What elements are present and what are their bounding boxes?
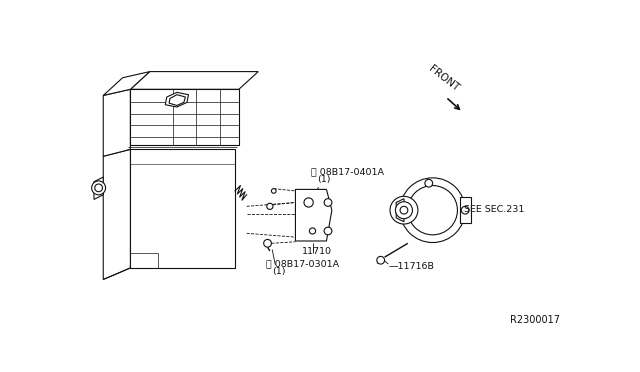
Circle shape [309,228,316,234]
Polygon shape [131,89,239,145]
Circle shape [400,206,408,214]
Text: (1): (1) [317,175,331,184]
Polygon shape [396,199,404,222]
Polygon shape [296,189,332,241]
Text: —11716B: —11716B [388,263,435,272]
Circle shape [267,203,273,209]
Polygon shape [165,92,189,107]
Text: R2300017: R2300017 [510,315,560,326]
Polygon shape [94,177,103,199]
Circle shape [92,181,106,195]
Circle shape [304,198,313,207]
Polygon shape [169,95,186,106]
Polygon shape [103,150,131,279]
Polygon shape [131,150,235,268]
Text: FRONT: FRONT [428,63,461,93]
Circle shape [400,178,465,243]
Polygon shape [103,89,131,156]
Text: (1): (1) [272,267,285,276]
Text: 11710: 11710 [301,247,332,256]
Circle shape [461,206,469,214]
Text: SEE SEC.231: SEE SEC.231 [465,205,525,214]
Polygon shape [460,197,472,223]
Circle shape [396,202,412,219]
Circle shape [324,227,332,235]
Circle shape [271,189,276,193]
Text: Ⓑ 08B17-0401A: Ⓑ 08B17-0401A [311,167,384,176]
Circle shape [264,240,271,247]
Text: Ⓑ 08B17-0301A: Ⓑ 08B17-0301A [266,259,339,269]
Circle shape [377,256,385,264]
Circle shape [390,196,418,224]
Polygon shape [131,71,259,89]
Circle shape [324,199,332,206]
Polygon shape [103,71,150,96]
Circle shape [408,186,458,235]
Circle shape [425,179,433,187]
